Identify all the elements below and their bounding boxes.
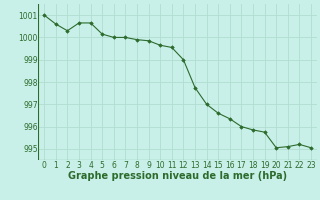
X-axis label: Graphe pression niveau de la mer (hPa): Graphe pression niveau de la mer (hPa) [68,171,287,181]
